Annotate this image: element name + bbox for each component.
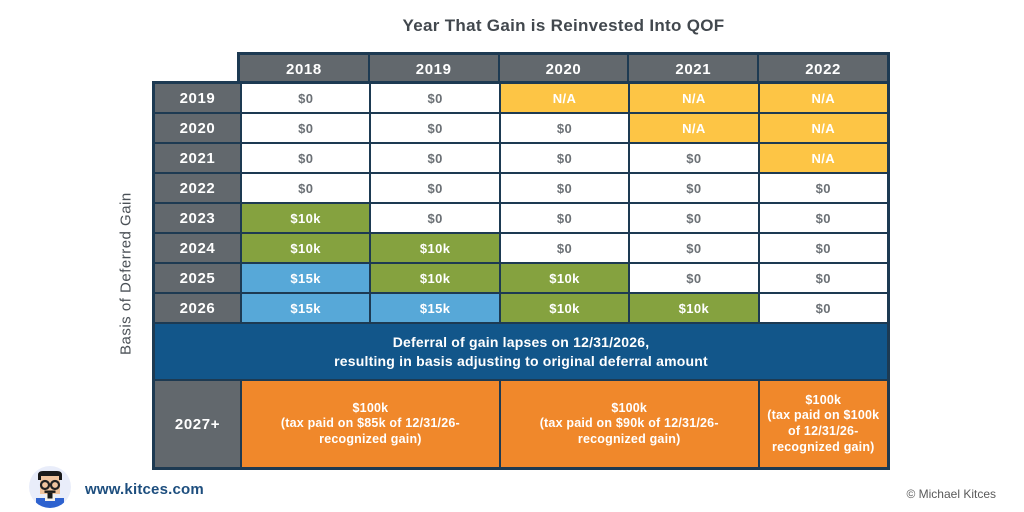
table-cell: $15k <box>371 294 499 322</box>
table-cell: $0 <box>759 234 887 262</box>
table-cell: $0 <box>630 264 758 292</box>
table-cell: N/A <box>759 144 887 172</box>
banner-line-2: resulting in basis adjusting to original… <box>334 352 708 369</box>
table-cell: $0 <box>630 174 758 202</box>
footer-amount: $100k <box>352 400 389 415</box>
table-cell: $10k <box>630 294 758 322</box>
table-cell: $0 <box>500 174 629 202</box>
footer-cell-2022: $100k (tax paid on $100k of 12/31/26-rec… <box>759 381 887 467</box>
column-header: 2019 <box>369 55 498 83</box>
footer-detail: (tax paid on $85k of 12/31/26-recognized… <box>280 416 460 446</box>
table-cell: $10k <box>242 204 370 232</box>
table-cell: $0 <box>242 174 370 202</box>
table-cell: $0 <box>371 114 499 142</box>
row-label: 2024 <box>155 234 240 262</box>
row-label: 2026 <box>155 294 240 322</box>
row-label: 2022 <box>155 174 240 202</box>
table-cell: $0 <box>500 234 629 262</box>
footer-amount: $100k <box>805 392 842 407</box>
table-cell: $0 <box>630 234 758 262</box>
table-cell: $0 <box>759 174 887 202</box>
table-cell: N/A <box>759 84 887 112</box>
table-cell: $0 <box>630 144 758 172</box>
copyright-text: © Michael Kitces <box>906 487 996 501</box>
brand-footer: www.kitces.com <box>28 465 288 512</box>
table-cell: $0 <box>500 144 629 172</box>
kitces-site-link: www.kitces.com <box>85 480 204 498</box>
table-cell: $0 <box>242 114 370 142</box>
table-cell: N/A <box>630 114 758 142</box>
table-cell: N/A <box>500 84 629 112</box>
table-cell: $0 <box>630 204 758 232</box>
table-cell: $0 <box>242 144 370 172</box>
column-header: 2020 <box>499 55 628 83</box>
table-cell: $10k <box>371 234 499 262</box>
footer-cell-2020-2021: $100k (tax paid on $90k of 12/31/26-reco… <box>500 381 758 467</box>
column-header-row: 2018 2019 2020 2021 2022 <box>237 52 890 83</box>
row-label: 2021 <box>155 144 240 172</box>
table-cell: $10k <box>242 234 370 262</box>
table-cell: $0 <box>371 144 499 172</box>
table-cell: $0 <box>500 204 629 232</box>
column-header: 2018 <box>240 55 368 83</box>
row-label-2027: 2027+ <box>155 381 240 467</box>
table-cell: $10k <box>500 264 629 292</box>
row-label: 2019 <box>155 84 240 112</box>
data-table: 2019 $0 $0 N/A N/A N/A 2020 $0 $0 $0 N/A… <box>152 81 890 470</box>
table-cell: $0 <box>242 84 370 112</box>
footer-detail: (tax paid on $100k of 12/31/26-recognize… <box>767 408 880 454</box>
table-cell: $0 <box>759 204 887 232</box>
kitces-avatar-icon <box>28 465 72 512</box>
row-label: 2020 <box>155 114 240 142</box>
table-cell: $0 <box>371 174 499 202</box>
row-label: 2023 <box>155 204 240 232</box>
table-cell: $0 <box>371 204 499 232</box>
table-cell: N/A <box>630 84 758 112</box>
chart-title: Year That Gain is Reinvested Into QOF <box>402 16 725 35</box>
column-header: 2022 <box>759 55 887 83</box>
footer-amount: $100k <box>611 400 648 415</box>
table-cell: $15k <box>242 264 370 292</box>
column-header: 2021 <box>629 55 758 83</box>
table-cell: $0 <box>759 294 887 322</box>
table-cell: $0 <box>500 114 629 142</box>
deferral-lapse-banner: Deferral of gain lapses on 12/31/2026, r… <box>155 324 887 379</box>
table-cell: $10k <box>371 264 499 292</box>
banner-line-1: Deferral of gain lapses on 12/31/2026, <box>392 333 650 350</box>
footer-detail: (tax paid on $90k of 12/31/26-recognized… <box>539 416 719 446</box>
footer-cell-2018-2019: $100k (tax paid on $85k of 12/31/26-reco… <box>242 381 499 467</box>
table-cell: N/A <box>759 114 887 142</box>
table-cell: $0 <box>371 84 499 112</box>
table-cell: $15k <box>242 294 370 322</box>
table-cell: $0 <box>759 264 887 292</box>
y-axis-label: Basis of Deferred Gain <box>117 192 135 355</box>
row-label: 2025 <box>155 264 240 292</box>
table-cell: $10k <box>500 294 629 322</box>
